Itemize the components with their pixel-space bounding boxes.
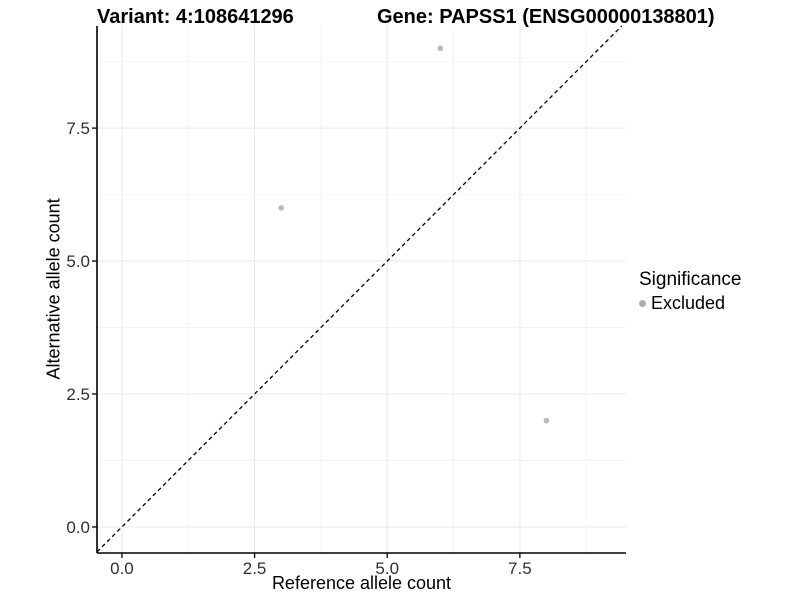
x-axis-label: Reference allele count — [271, 573, 452, 593]
x-tick-label: 5.0 — [375, 559, 399, 578]
plot-title-gene: Gene: PAPSS1 (ENSG00000138801) — [377, 6, 715, 28]
legend-point-icon — [639, 299, 646, 307]
plot-title-variant: Variant: 4:108641296 — [97, 6, 294, 28]
y-tick-label: 7.5 — [66, 119, 90, 138]
x-tick-label: 0.0 — [110, 559, 134, 578]
y-tick-label: 5.0 — [66, 252, 90, 271]
y-tick-label: 2.5 — [66, 385, 90, 404]
identity-dashed-line — [96, 25, 623, 553]
y-axis-label: Alternative allele count — [43, 198, 64, 380]
y-tick-label: 0.0 — [66, 518, 90, 537]
x-tick-label: 7.5 — [508, 559, 532, 578]
legend-title: Significance — [639, 269, 742, 290]
data-point — [437, 45, 444, 52]
legend-item-label: Excluded — [651, 292, 726, 313]
data-point — [543, 417, 550, 424]
data-point — [278, 205, 284, 211]
legend-item-excluded: Excluded — [639, 293, 741, 314]
x-tick-label: 2.5 — [243, 559, 267, 578]
legend: Significance Excluded — [639, 269, 741, 314]
